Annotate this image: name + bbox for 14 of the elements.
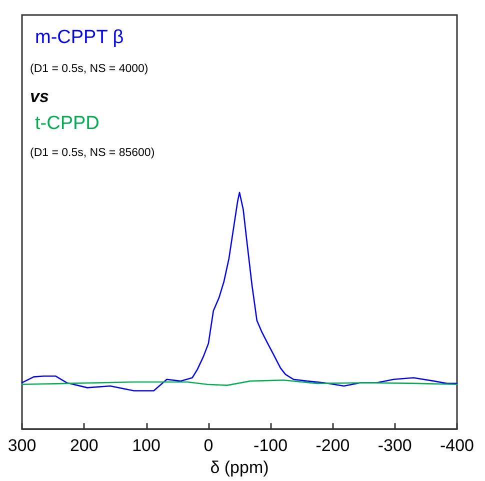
x-tick-label: 0 — [204, 436, 214, 456]
text: (D1 = 0.5s, NS = 4000) — [30, 63, 148, 75]
x-tick-label: -400 — [440, 436, 474, 456]
text: m-CPPT β — [35, 27, 124, 48]
x-tick-label: 300 — [8, 436, 36, 456]
x-axis-title: δ (ppm) — [210, 458, 269, 477]
x-tick-label: 200 — [70, 436, 98, 456]
x-tick-label: -200 — [316, 436, 350, 456]
x-tick-label: 100 — [132, 436, 160, 456]
text: vs — [30, 87, 49, 106]
x-tick-label: -100 — [254, 436, 288, 456]
text: t-CPPD — [35, 113, 100, 134]
text: (D1 = 0.5s, NS = 85600) — [30, 147, 155, 159]
x-tick-label: -300 — [378, 436, 412, 456]
